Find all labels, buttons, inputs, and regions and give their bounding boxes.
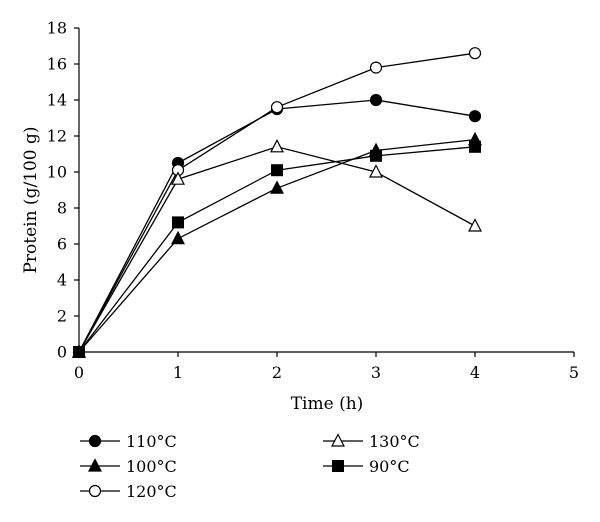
legend-item-110c: 110°C — [80, 432, 177, 451]
y-tick-label: 0 — [57, 343, 67, 362]
data-point — [270, 101, 284, 114]
data-point — [171, 230, 185, 245]
series-line — [78, 99, 476, 353]
legend-marker — [332, 460, 344, 472]
data-point — [469, 140, 481, 153]
x-tick-label: 5 — [569, 363, 579, 382]
series-110c — [72, 93, 482, 359]
data-point — [172, 216, 184, 229]
x-tick-label: 4 — [470, 363, 480, 382]
x-tick-label: 2 — [272, 363, 282, 382]
y-axis-label: Protein (g/100 g) — [21, 126, 41, 273]
data-point — [270, 180, 284, 194]
legend-label: 120°C — [126, 482, 177, 501]
x-tick-label: 3 — [371, 363, 381, 382]
data-point — [270, 139, 284, 153]
data-point — [369, 93, 383, 107]
y-tick-label: 2 — [57, 307, 67, 326]
data-point — [468, 218, 482, 232]
legend-item-120c: 120°C — [80, 482, 177, 501]
y-tick-label: 16 — [47, 55, 67, 74]
data-point — [73, 346, 85, 358]
legend-label: 100°C — [126, 457, 177, 476]
legend-marker — [88, 484, 102, 498]
x-tick-label: 0 — [74, 363, 84, 382]
series-90c — [73, 140, 481, 358]
y-tick-label: 8 — [57, 199, 67, 218]
legend-label: 90°C — [369, 457, 410, 476]
y-tick-label: 18 — [47, 19, 67, 38]
series-line — [78, 146, 476, 353]
y-tick-label: 14 — [47, 91, 67, 110]
data-point — [271, 164, 283, 177]
legend: 110°C 100°C 120°C 130°C 90°C — [80, 432, 420, 501]
data-point — [468, 47, 482, 60]
data-point — [369, 61, 383, 74]
x-tick-label: 1 — [173, 363, 183, 382]
y-tick-label: 6 — [57, 235, 67, 254]
data-point — [369, 164, 383, 178]
legend-label: 110°C — [126, 432, 177, 451]
legend-item-100c: 100°C — [80, 457, 177, 476]
y-tick-label: 10 — [47, 163, 67, 182]
legend-marker — [331, 433, 345, 447]
series-line — [78, 52, 476, 353]
data-point — [171, 171, 185, 185]
data-point — [468, 110, 482, 123]
legend-label: 130°C — [369, 432, 420, 451]
legend-marker — [88, 434, 102, 448]
legend-item-90c: 90°C — [323, 457, 410, 476]
legend-item-130c: 130°C — [323, 432, 420, 451]
y-tick-label: 12 — [47, 127, 67, 146]
series-120c — [72, 47, 482, 359]
legend-marker — [88, 458, 102, 472]
x-axis-label: Time (h) — [291, 394, 364, 414]
y-tick-label: 4 — [57, 271, 67, 290]
data-point — [370, 149, 382, 162]
